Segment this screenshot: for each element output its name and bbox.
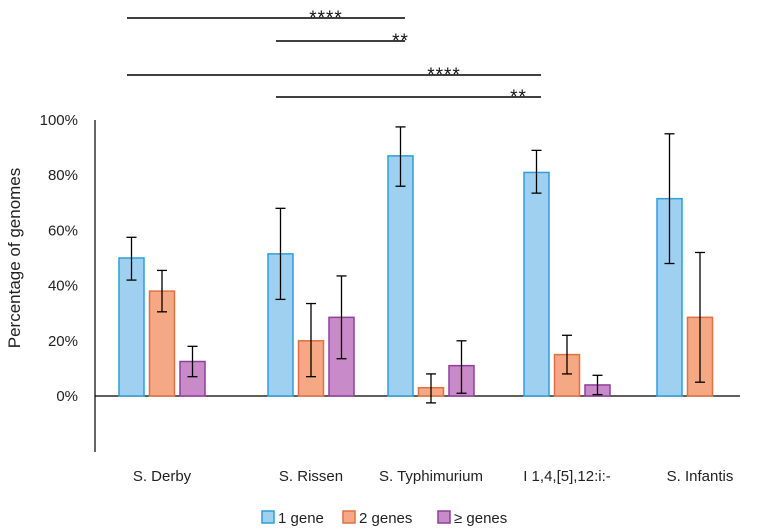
bar	[118, 257, 145, 397]
y-tick-label: 100%	[40, 112, 78, 129]
significance-label: **	[392, 31, 409, 52]
y-tick-label: 60%	[48, 222, 78, 239]
x-category-label: I 1,4,[5],12:i:-	[523, 468, 611, 485]
x-category-label: S. Derby	[133, 468, 192, 485]
legend-swatch	[261, 510, 275, 524]
x-category-label: S. Rissen	[279, 468, 343, 485]
significance-label: **	[510, 87, 527, 108]
plot-area: 0% 20% 40% 60% 80% 100% S. Derby S. Rissen S. Ty…	[40, 8, 740, 527]
legend-label: ≥ genes	[454, 510, 507, 527]
legend-label: 2 genes	[359, 510, 412, 527]
x-category-label: S. Typhimurium	[379, 468, 483, 485]
legend-swatch	[342, 510, 356, 524]
y-tick-label: 20%	[48, 333, 78, 350]
significance-label: ****	[309, 8, 343, 29]
y-tick-label: 0%	[56, 388, 78, 405]
x-category-label: S. Infantis	[667, 468, 734, 485]
y-axis-title: Percentage of genomes	[5, 168, 24, 349]
bar	[267, 253, 294, 397]
y-tick-label: 80%	[48, 167, 78, 184]
bar	[387, 155, 414, 397]
legend-swatch	[437, 510, 451, 524]
y-tick-label: 40%	[48, 278, 78, 295]
significance-label: ****	[427, 65, 461, 86]
legend-label: 1 gene	[278, 510, 324, 527]
bar	[523, 171, 550, 397]
bar	[656, 197, 683, 397]
